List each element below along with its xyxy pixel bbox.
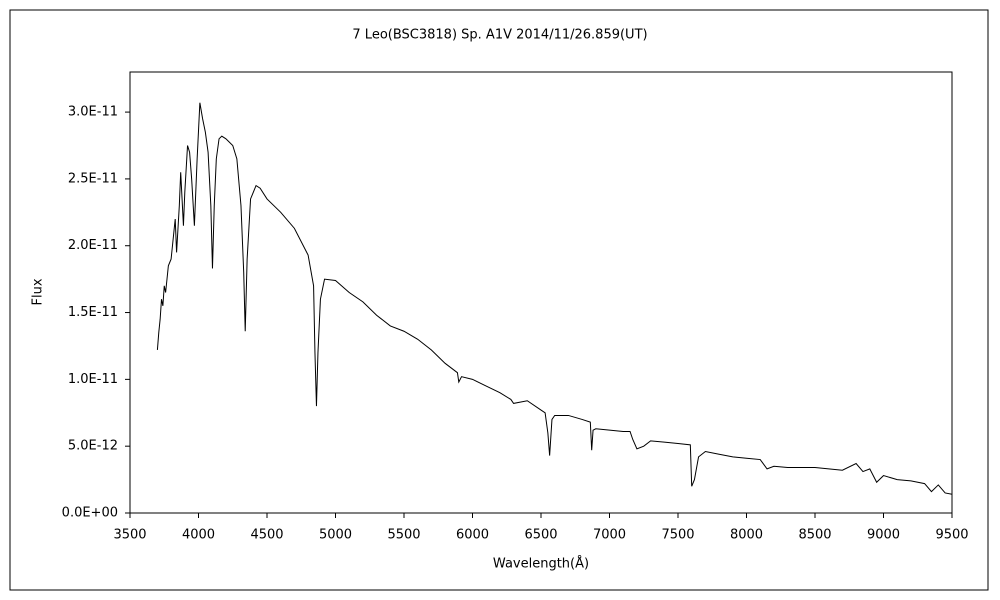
outer-frame [9, 9, 989, 591]
x-tick-label: 6500 [524, 528, 557, 543]
x-tick-label: 7000 [593, 528, 626, 543]
y-axis-label: Flux [31, 278, 46, 305]
x-tick-label: 9500 [935, 528, 968, 543]
y-tick-label: 3.0E-11 [68, 105, 118, 120]
y-tick-label: 2.0E-11 [68, 238, 118, 253]
chart-title: 7 Leo(BSC3818) Sp. A1V 2014/11/26.859(UT… [352, 28, 647, 43]
y-tick-label: 5.0E-12 [68, 439, 118, 454]
x-tick-label: 5000 [319, 528, 352, 543]
x-axis-label: Wavelength(Å) [493, 556, 589, 572]
x-tick-label: 6000 [456, 528, 489, 543]
y-tick-label: 2.5E-11 [68, 171, 118, 186]
x-tick-label: 4000 [182, 528, 215, 543]
spectrum-line [156, 102, 953, 495]
x-tick-label: 8000 [730, 528, 763, 543]
x-tick-label: 9000 [867, 528, 900, 543]
y-tick-label: 0.0E+00 [62, 506, 118, 521]
x-tick-label: 5500 [387, 528, 420, 543]
x-tick-label: 7500 [661, 528, 694, 543]
y-tick-label: 1.5E-11 [68, 305, 118, 320]
x-tick-label: 8500 [798, 528, 831, 543]
x-tick-label: 3500 [113, 528, 146, 543]
y-tick-label: 1.0E-11 [68, 372, 118, 387]
x-tick-label: 4500 [250, 528, 283, 543]
